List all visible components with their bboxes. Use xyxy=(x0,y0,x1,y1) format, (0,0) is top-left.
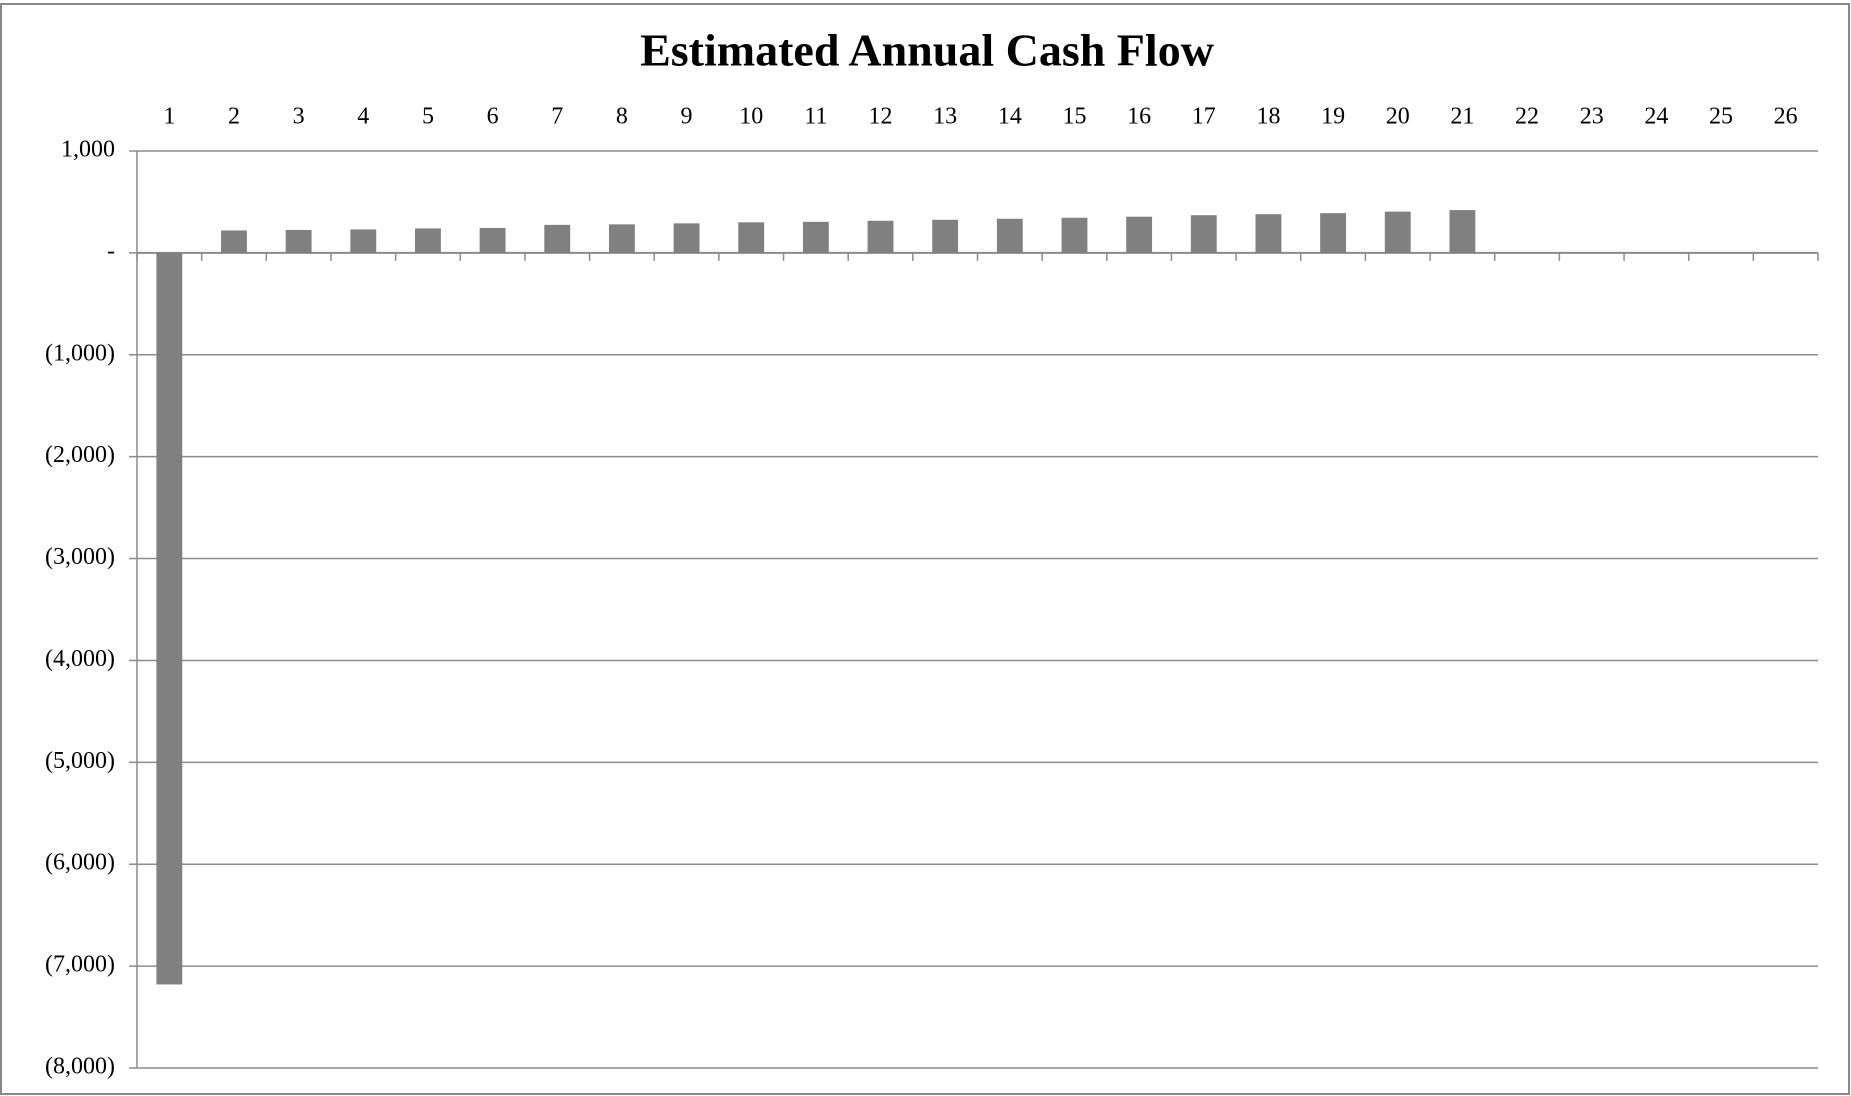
y-tick-label: - xyxy=(107,238,115,264)
bar xyxy=(285,229,312,253)
x-tick-label: 25 xyxy=(1709,104,1733,130)
bar xyxy=(1449,210,1476,253)
x-tick-label: 13 xyxy=(933,104,957,130)
bar xyxy=(932,219,959,253)
x-tick-label: 20 xyxy=(1386,104,1410,130)
bar xyxy=(544,224,571,253)
y-tick-label: (2,000) xyxy=(45,442,115,468)
chart-title: Estimated Annual Cash Flow xyxy=(640,25,1214,76)
x-tick-label: 6 xyxy=(487,104,499,130)
x-tick-label: 14 xyxy=(998,104,1022,130)
x-tick-label: 16 xyxy=(1127,104,1151,130)
y-tick-label: (8,000) xyxy=(45,1054,115,1080)
bar xyxy=(996,218,1023,253)
x-tick-label: 10 xyxy=(739,104,763,130)
x-tick-label: 17 xyxy=(1192,104,1216,130)
bar xyxy=(350,229,377,253)
x-tick-label: 26 xyxy=(1774,104,1798,130)
bar xyxy=(1384,211,1411,253)
bar xyxy=(1061,217,1088,253)
x-tick-label: 2 xyxy=(228,104,240,130)
y-tick-label: (7,000) xyxy=(45,952,115,978)
x-tick-label: 3 xyxy=(293,104,305,130)
bar xyxy=(1126,216,1153,253)
bar xyxy=(1320,213,1347,253)
y-tick-label: (1,000) xyxy=(45,340,115,366)
bar xyxy=(608,224,635,253)
x-tick-label: 24 xyxy=(1644,104,1668,130)
x-tick-label: 9 xyxy=(681,104,693,130)
chart-border xyxy=(0,3,1850,1095)
x-tick-label: 15 xyxy=(1062,104,1086,130)
bar xyxy=(673,223,700,253)
x-tick-label: 12 xyxy=(869,104,893,130)
bar xyxy=(415,228,441,253)
bar xyxy=(738,222,765,253)
x-tick-label: 18 xyxy=(1256,104,1280,130)
bar xyxy=(156,252,183,985)
y-tick-label: (5,000) xyxy=(45,748,115,774)
x-tick-label: 22 xyxy=(1515,104,1539,130)
x-tick-label: 23 xyxy=(1580,104,1604,130)
bar xyxy=(802,221,829,253)
x-tick-label: 5 xyxy=(422,104,434,130)
y-tick-label: (4,000) xyxy=(45,646,115,672)
bar xyxy=(479,227,506,253)
x-tick-label: 19 xyxy=(1321,104,1345,130)
y-tick-label: (6,000) xyxy=(45,850,115,876)
x-tick-label: 21 xyxy=(1450,104,1474,130)
y-tick-label: (3,000) xyxy=(45,544,115,570)
y-tick-label: 1,000 xyxy=(61,137,115,163)
x-tick-label: 4 xyxy=(357,104,369,130)
bar xyxy=(1255,214,1282,253)
bar xyxy=(1190,215,1217,253)
x-tick-label: 1 xyxy=(163,104,175,130)
x-tick-label: 8 xyxy=(616,104,628,130)
bar xyxy=(221,230,247,253)
bar xyxy=(867,220,894,253)
x-tick-label: 11 xyxy=(804,104,827,130)
x-tick-label: 7 xyxy=(551,104,563,130)
